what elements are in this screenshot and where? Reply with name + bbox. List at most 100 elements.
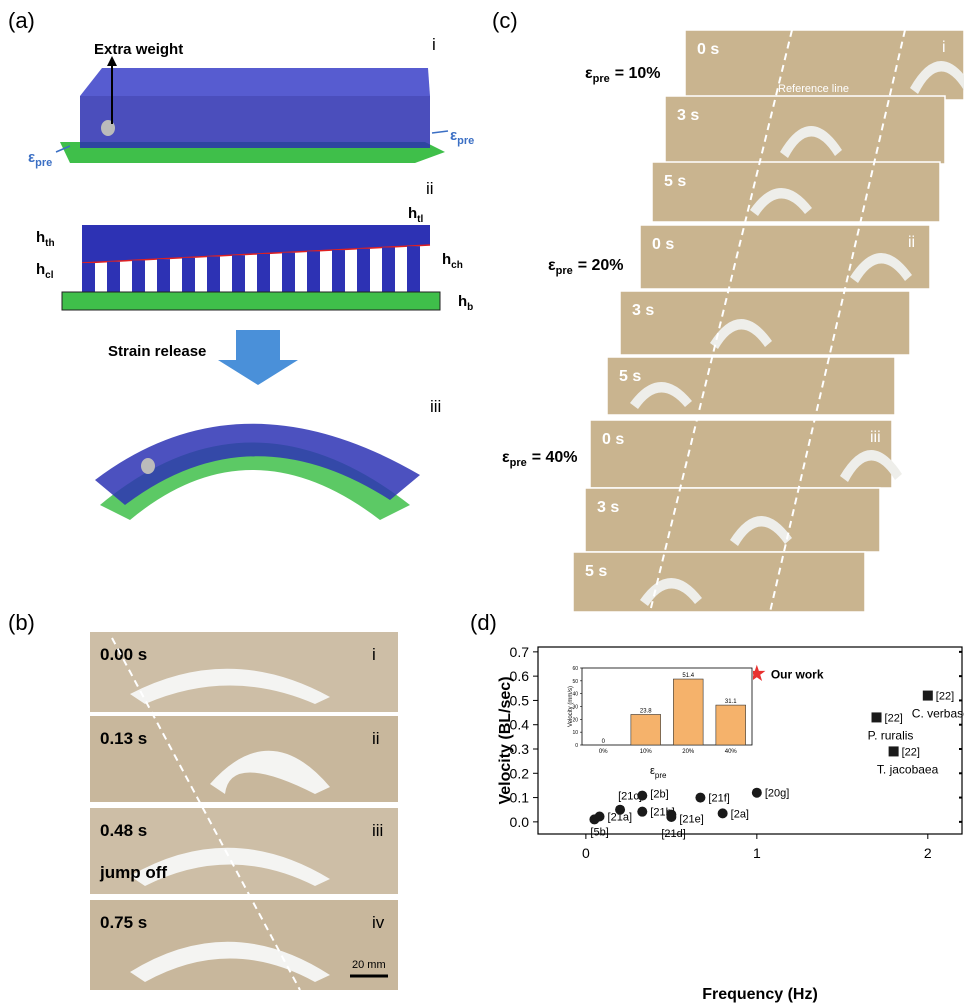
roman: iii [870,429,881,446]
dim-label: hth [36,229,55,249]
y-tick-label: 0.7 [510,644,530,660]
column [382,247,395,292]
eps-label: εpre= 20% [548,257,624,277]
sub: cl [45,270,54,281]
time-label: 0.13 s [100,729,147,748]
point-label: [22] [902,746,920,758]
column [257,254,270,292]
time-label: 0.75 s [100,913,147,932]
time-label: 5 s [585,563,607,580]
rest: = 40% [532,449,578,466]
rest: = 20% [578,257,624,274]
roman: ii [426,179,434,198]
sub: pre [457,135,474,147]
figure: (a) (b) (c) (d) Extra weight i ii iii εp… [0,0,964,1003]
bar-value-label: 31.1 [725,699,737,705]
column [82,263,95,292]
point [923,691,933,701]
point [615,805,625,815]
point [872,712,882,722]
point-sublabel: C. verbasci [912,707,964,721]
sub: pre [593,73,610,85]
x-tick-label: 0 [582,845,590,861]
time-label: 3 s [632,302,654,319]
bar-value-label: 23.8 [640,708,652,714]
point [637,807,647,817]
top-layer [82,225,430,263]
inset-y-tick-label: 10 [572,730,578,736]
time-label: 0 s [697,41,719,58]
column [182,258,195,292]
point-label: [22] [936,691,954,703]
point-sublabel: P. ruralis [868,728,914,742]
inset-y-tick-label: 0 [575,743,578,749]
panel-label: (b) [8,610,35,635]
point [752,788,762,798]
panel-a-drawing [56,56,448,520]
photo-frame [573,552,865,612]
dim-label: hcl [36,261,54,281]
inset-x-tick-label: 10% [640,749,653,755]
label: Strain release [108,343,206,360]
time-label: 3 s [597,499,619,516]
sub: tl [417,214,423,225]
sub: pre [655,771,667,780]
column [157,259,170,292]
inset-y-label: Velocity (mm/s) [568,686,574,727]
column [207,257,220,292]
inset-x-tick-label: 40% [725,749,738,755]
point [637,791,647,801]
panel-label: (d) [470,610,497,635]
point-label: [20g] [765,788,789,800]
time-label: 5 s [619,368,641,385]
sub: pre [35,157,52,169]
dim-label: htl [408,205,424,225]
eps-label: εpre [28,149,52,169]
dim-label: hb [458,293,473,313]
y-tick-label: 0.0 [510,814,530,830]
sub: pre [556,265,573,277]
base: h [36,261,45,278]
panel-label: (a) [8,8,35,33]
point-label: [21f] [708,793,729,805]
point [595,812,605,822]
point-sublabel: T. jacobaea [877,762,939,776]
front-face [80,96,430,148]
roman: i [942,39,946,56]
x-axis-label: Frequency (Hz) [702,986,818,1003]
note: jump off [99,863,167,882]
column [357,249,370,292]
bottom-layer [62,292,440,310]
y-axis-label: Velocity (BL/sec) [497,676,514,804]
sub: th [45,238,54,249]
point-label: Our work [771,668,824,682]
base: h [458,293,467,310]
time-label: 5 s [664,173,686,190]
time-label: 0.48 s [100,821,147,840]
point-label: [5b] [590,826,608,838]
point-label: [21e] [679,814,703,826]
panel-label: (c) [492,8,518,33]
bar [716,705,746,745]
point-label: [2b] [650,789,668,801]
weight [141,458,155,474]
label: Extra weight [94,41,183,58]
time-label: 3 s [677,107,699,124]
eps-label: εpre= 40% [502,449,578,469]
eps-label: εpre [450,127,474,147]
sub: ch [451,260,463,271]
point [889,746,899,756]
photo-frame [652,162,940,222]
column [107,262,120,292]
sub: b [467,302,473,313]
roman: iv [372,913,385,932]
point-label: [22] [885,712,903,724]
inset-y-tick-label: 50 [572,679,578,685]
point-label: [21d] [661,828,685,840]
roman: i [432,35,436,54]
scale-label: 20 mm [352,959,386,971]
dim-label: hch [442,251,463,271]
